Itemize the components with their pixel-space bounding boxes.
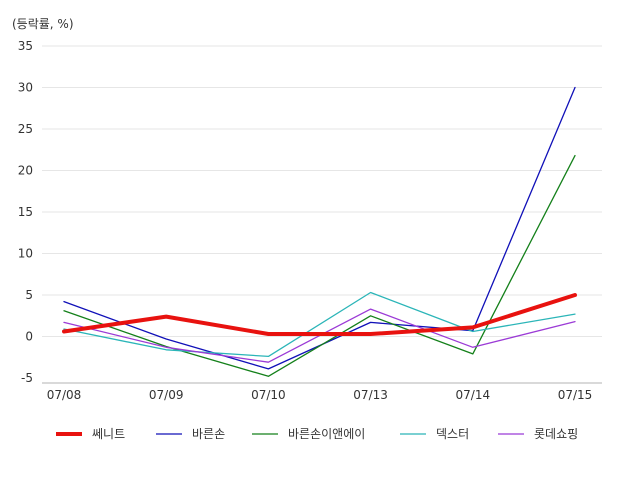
y-tick-label: 20: [18, 164, 33, 178]
y-tick-label: 30: [18, 81, 33, 95]
legend: 쎄니트 바른손 바른손이앤에이 덱스터 롯데쇼핑: [56, 427, 578, 441]
legend-label: 덱스터: [436, 427, 469, 441]
y-tick-label: 0: [25, 330, 33, 344]
gridlines: [42, 45, 602, 337]
x-axis-ticks: 07/08 07/09 07/10 07/13 07/14 07/15: [47, 388, 593, 402]
y-tick-label: 15: [18, 205, 33, 219]
y-unit-label: (등락률, %): [12, 17, 74, 31]
x-tick-label: 07/10: [251, 388, 286, 402]
x-tick-label: 07/13: [353, 388, 388, 402]
series-line: [63, 291, 576, 358]
series-lines: [62, 86, 577, 377]
y-tick-label: -5: [21, 371, 33, 385]
legend-label: 바른손이앤에이: [288, 427, 365, 441]
y-tick-label: 35: [18, 39, 33, 53]
y-tick-label: 5: [25, 288, 33, 302]
y-tick-label: 25: [18, 122, 33, 136]
series-line: [62, 293, 577, 336]
x-tick-label: 07/09: [149, 388, 184, 402]
series-line: [63, 154, 576, 377]
legend-label: 쎄니트: [92, 427, 125, 441]
x-tick-label: 07/14: [456, 388, 491, 402]
y-tick-label: 10: [18, 247, 33, 261]
legend-label: 롯데쇼핑: [534, 427, 578, 441]
x-tick-label: 07/15: [558, 388, 593, 402]
x-tick-label: 07/08: [47, 388, 82, 402]
legend-label: 바른손: [192, 427, 225, 441]
y-axis-ticks: -5 0 5 10 15 20 25 30 35: [18, 39, 33, 385]
